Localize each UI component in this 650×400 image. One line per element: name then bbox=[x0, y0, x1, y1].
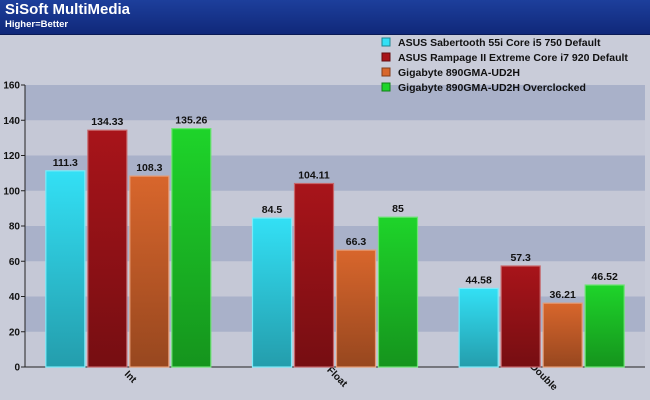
bar-int-series-2 bbox=[87, 129, 128, 368]
bar-int-series-1 bbox=[45, 170, 86, 368]
bars bbox=[45, 128, 625, 368]
x-tick-label: Int bbox=[122, 369, 139, 386]
grid-band bbox=[25, 155, 645, 191]
bar-int-series-4 bbox=[171, 128, 212, 368]
data-label: 36.21 bbox=[550, 289, 576, 301]
legend-swatch bbox=[381, 37, 391, 47]
data-label: 57.3 bbox=[510, 252, 531, 264]
y-tick-label: 160 bbox=[3, 81, 20, 92]
data-label: 135.26 bbox=[175, 115, 207, 127]
data-label: 46.52 bbox=[592, 271, 618, 283]
grid-band bbox=[25, 296, 645, 332]
legend: ASUS Sabertooth 55i Core i5 750 Default A… bbox=[381, 37, 628, 94]
chart-subtitle: Higher=Better bbox=[5, 19, 69, 30]
grid-band bbox=[25, 226, 645, 262]
y-tick-label: 0 bbox=[14, 363, 20, 374]
x-tick-label: Float bbox=[324, 365, 349, 390]
legend-label: Gigabyte 890GMA-UD2H Overclocked bbox=[398, 82, 586, 94]
chart-header: SiSoft MultiMedia Higher=Better bbox=[0, 0, 650, 35]
y-tick-label: 60 bbox=[9, 257, 21, 268]
data-label: 66.3 bbox=[346, 236, 367, 248]
chart-title: SiSoft MultiMedia bbox=[5, 1, 130, 18]
data-label: 134.33 bbox=[91, 116, 123, 128]
bar-double-series-2 bbox=[500, 265, 541, 368]
legend-swatch bbox=[381, 67, 391, 77]
y-tick-label: 20 bbox=[9, 327, 21, 338]
data-label: 84.5 bbox=[262, 204, 283, 216]
legend-label: ASUS Sabertooth 55i Core i5 750 Default bbox=[398, 37, 601, 49]
y-tick-label: 140 bbox=[3, 116, 20, 127]
data-label: 111.3 bbox=[53, 157, 78, 169]
legend-label: Gigabyte 890GMA-UD2H bbox=[398, 67, 520, 79]
legend-label: ASUS Rampage II Extreme Core i7 920 Defa… bbox=[398, 52, 628, 64]
bar-double-series-1 bbox=[458, 287, 499, 368]
data-labels: 111.3 134.33 108.3 135.26 84.5 104.11 66.3 85 44… bbox=[53, 115, 618, 302]
y-tick-label: 40 bbox=[9, 292, 21, 303]
y-tick-label: 80 bbox=[9, 222, 21, 233]
bar-double-series-4 bbox=[584, 284, 625, 368]
bar-float-series-2 bbox=[293, 182, 335, 368]
bar-double-series-3 bbox=[542, 302, 583, 368]
data-label: 85 bbox=[392, 203, 404, 215]
bar-int-series-3 bbox=[129, 175, 170, 368]
legend-swatch bbox=[381, 82, 391, 92]
data-label: 108.3 bbox=[136, 162, 162, 174]
grid-bands bbox=[25, 85, 645, 367]
bar-float-series-4 bbox=[377, 216, 419, 368]
grid-band bbox=[25, 85, 645, 121]
bar-float-series-3 bbox=[335, 249, 377, 368]
y-tick-label: 100 bbox=[3, 186, 20, 197]
bar-float-series-1 bbox=[251, 217, 293, 368]
legend-swatch bbox=[381, 52, 391, 62]
data-label: 104.11 bbox=[298, 170, 330, 182]
y-tick-label: 120 bbox=[3, 151, 20, 162]
data-label: 44.58 bbox=[466, 274, 492, 286]
